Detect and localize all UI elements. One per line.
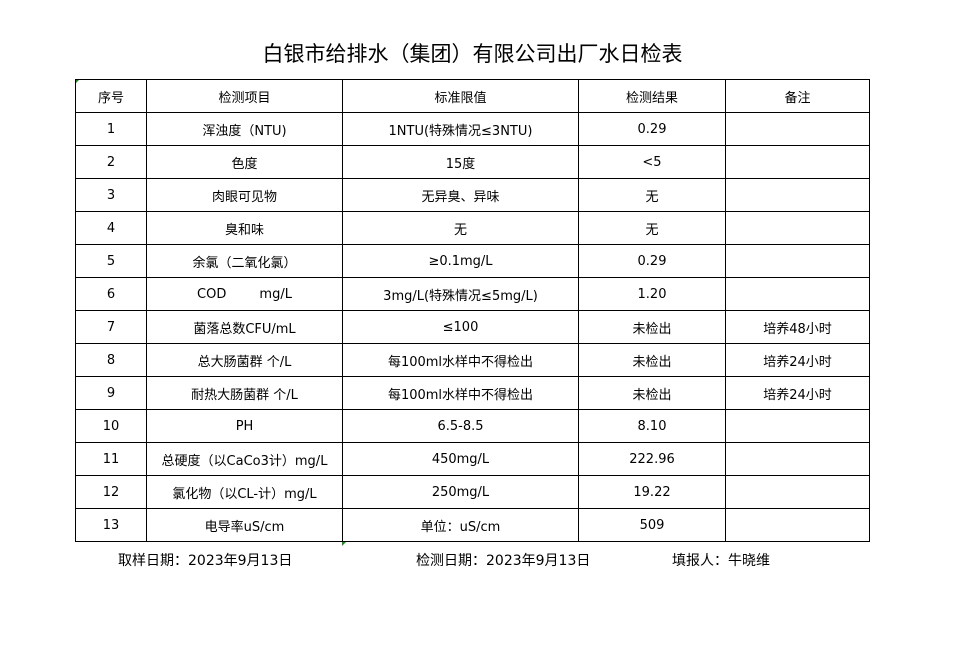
table-cell: 总大肠菌群 个/L (146, 343, 343, 377)
table-cell: 耐热大肠菌群 个/L (146, 376, 343, 410)
table-cell: 8.10 (578, 409, 726, 443)
table-cell: 11 (75, 442, 147, 476)
table-cell: 总硬度（以CaCo3计）mg/L (146, 442, 343, 476)
table-cell: 9 (75, 376, 147, 410)
table-cell (725, 178, 870, 212)
table-cell: 509 (578, 508, 726, 542)
table-cell: COD mg/L (146, 277, 343, 311)
table-cell: 0.29 (578, 112, 726, 146)
table-cell: 19.22 (578, 475, 726, 509)
table-cell: 未检出 (578, 310, 726, 344)
table-cell (725, 508, 870, 542)
table-cell: 无 (342, 211, 579, 245)
table-row: 3 肉眼可见物 无异臭、异味无 (75, 178, 870, 212)
table-cell: 6.5-8.5 (342, 409, 579, 443)
table-cell: 肉眼可见物 (146, 178, 343, 212)
table-cell: 无 (578, 178, 726, 212)
table-cell: 250mg/L (342, 475, 579, 509)
table-cell: 12 (75, 475, 147, 509)
table-row: 13 电导率uS/cm 单位：uS/cm 509 (75, 508, 870, 542)
table-row: 4 臭和味无无 (75, 211, 870, 245)
table-cell: 未检出 (578, 343, 726, 377)
table-cell: ≤100 (342, 310, 579, 344)
table-cell: 浑浊度（NTU) (146, 112, 343, 146)
table-cell: 每100ml水样中不得检出 (342, 376, 579, 410)
table-cell: 13 (75, 508, 147, 542)
table-cell: 3 (75, 178, 147, 212)
header-cell: 备注 (725, 79, 870, 113)
table-cell: 氯化物（以CL-计）mg/L (146, 475, 343, 509)
table-cell: 5 (75, 244, 147, 278)
sampling-date: 取样日期：2023年9月13日 (118, 553, 293, 569)
table-cell: 1.20 (578, 277, 726, 311)
table-row: 8 总大肠菌群 个/L 每100ml水样中不得检出 未检出 培养24小时 (75, 343, 870, 377)
table-row: 1 浑浊度（NTU) 1NTU(特殊情况≤3NTU) 0.29 (75, 112, 870, 146)
header-cell: 序号 (75, 79, 147, 113)
table-cell: 8 (75, 343, 147, 377)
inspection-table: 序号 检测项目 标准限值 检测结果 备注 1 浑浊度（NTU) 1NTU(特殊情况≤… (75, 79, 870, 542)
header-cell: 检测项目 (146, 79, 343, 113)
table-cell: <5 (578, 145, 726, 179)
table-cell (725, 244, 870, 278)
table-cell: PH (146, 409, 343, 443)
table-cell: 6 (75, 277, 147, 311)
table-cell: ≥0.1mg/L (342, 244, 579, 278)
table-row: 5 余氯（二氧化氯） ≥0.1mg/L 0.29 (75, 244, 870, 278)
table-row: 11 总硬度（以CaCo3计）mg/L 450mg/L 222.96 (75, 442, 870, 476)
table-cell (725, 409, 870, 443)
table-row: 6 COD mg/L 3mg/L(特殊情况≤5mg/L) 1.20 (75, 277, 870, 311)
cell-marker (342, 541, 347, 546)
table-cell: 培养48小时 (725, 310, 870, 344)
table-row: 10 PH 6.5-8.5 8.10 (75, 409, 870, 443)
table-cell: 单位：uS/cm (342, 508, 579, 542)
table-cell: 色度 (146, 145, 343, 179)
reporter: 填报人：牛晓维 (672, 553, 770, 569)
table-cell (725, 145, 870, 179)
table-cell: 3mg/L(特殊情况≤5mg/L) (342, 277, 579, 311)
header-cell: 检测结果 (578, 79, 726, 113)
table-cell: 培养24小时 (725, 376, 870, 410)
table-cell: 培养24小时 (725, 343, 870, 377)
table-cell: 臭和味 (146, 211, 343, 245)
table-cell: 电导率uS/cm (146, 508, 343, 542)
table-cell: 10 (75, 409, 147, 443)
table-row: 2 色度 15度 <5 (75, 145, 870, 179)
table-cell (725, 277, 870, 311)
table-cell (725, 112, 870, 146)
table-row: 12 氯化物（以CL-计）mg/L 250mg/L 19.22 (75, 475, 870, 509)
table-cell: 1 (75, 112, 147, 146)
page-title: 白银市给排水（集团）有限公司出厂水日检表 (262, 42, 683, 66)
table-cell: 450mg/L (342, 442, 579, 476)
table-cell: 菌落总数CFU/mL (146, 310, 343, 344)
table-cell: 每100ml水样中不得检出 (342, 343, 579, 377)
table-cell (725, 211, 870, 245)
table-cell: 222.96 (578, 442, 726, 476)
table-cell (725, 442, 870, 476)
table-cell: 15度 (342, 145, 579, 179)
test-date: 检测日期：2023年9月13日 (416, 553, 591, 569)
table-cell (725, 475, 870, 509)
table-cell: 7 (75, 310, 147, 344)
table-header-row: 序号 检测项目 标准限值 检测结果 备注 (75, 79, 870, 113)
table-row: 9 耐热大肠菌群 个/L 每100ml水样中不得检出 未检出 培养24小时 (75, 376, 870, 410)
table-cell: 4 (75, 211, 147, 245)
table-cell: 0.29 (578, 244, 726, 278)
table-cell: 无 (578, 211, 726, 245)
table-cell: 无异臭、异味 (342, 178, 579, 212)
header-cell: 标准限值 (342, 79, 579, 113)
table-cell: 1NTU(特殊情况≤3NTU) (342, 112, 579, 146)
table-row: 7 菌落总数CFU/mL ≤100 未检出 培养48小时 (75, 310, 870, 344)
table-cell: 未检出 (578, 376, 726, 410)
table-cell: 余氯（二氧化氯） (146, 244, 343, 278)
table-cell: 2 (75, 145, 147, 179)
